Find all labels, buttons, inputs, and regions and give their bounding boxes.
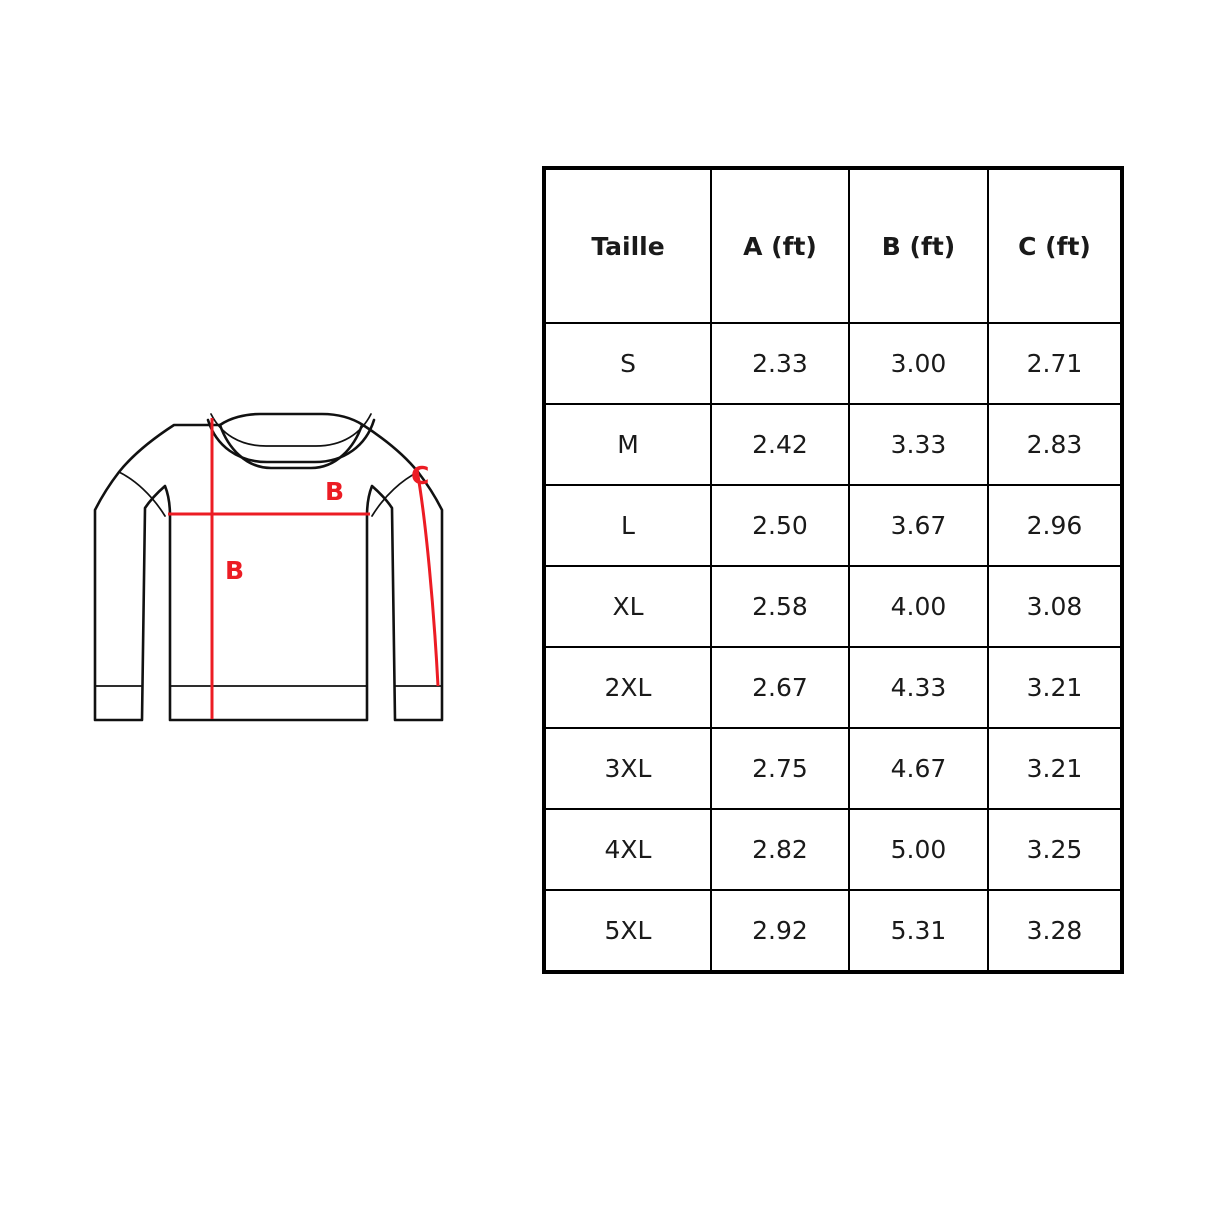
cell-c: 3.21 (987, 727, 1122, 810)
cell-a: 2.50 (710, 484, 850, 567)
cell-a: 2.75 (710, 727, 850, 810)
cell-b: 5.00 (848, 808, 989, 891)
measure-label-sleeve: C (411, 461, 430, 490)
cell-b: 5.31 (848, 889, 989, 972)
cell-b: 4.33 (848, 646, 989, 729)
sweatshirt-body-outline (93, 412, 444, 722)
cell-size: 5XL (544, 889, 712, 972)
table-body: S 2.33 3.00 2.71 M 2.42 3.33 2.83 L 2.50 3.67 2.96 X… (544, 322, 1122, 972)
table-row: XL 2.58 4.00 3.08 (544, 565, 1122, 648)
cell-a: 2.42 (710, 403, 850, 486)
cell-c: 2.83 (987, 403, 1122, 486)
size-table-container: Taille A (ft) B (ft) C (ft) S 2.33 3.00 2.7… (542, 166, 1124, 974)
cell-c: 3.08 (987, 565, 1122, 648)
sweatshirt-illustration (93, 412, 444, 722)
table-row: 4XL 2.82 5.00 3.25 (544, 808, 1122, 891)
column-header-c: C (ft) (987, 168, 1122, 324)
cell-b: 4.00 (848, 565, 989, 648)
cell-a: 2.33 (710, 322, 850, 405)
collar-outer (218, 423, 364, 470)
cell-c: 3.25 (987, 808, 1122, 891)
cell-size: S (544, 322, 712, 405)
cell-c: 2.71 (987, 322, 1122, 405)
cell-a: 2.82 (710, 808, 850, 891)
table-row: M 2.42 3.33 2.83 (544, 403, 1122, 486)
cell-size: L (544, 484, 712, 567)
size-chart-table: Taille A (ft) B (ft) C (ft) S 2.33 3.00 2.7… (542, 166, 1124, 974)
right-sleeve-seam (371, 471, 419, 517)
cell-size: 4XL (544, 808, 712, 891)
column-header-b: B (ft) (848, 168, 989, 324)
cell-c: 3.28 (987, 889, 1122, 972)
cell-size: 2XL (544, 646, 712, 729)
measure-line-sleeve (415, 469, 440, 687)
cell-a: 2.92 (710, 889, 850, 972)
cell-a: 2.58 (710, 565, 850, 648)
cell-size: XL (544, 565, 712, 648)
table-row: 5XL 2.92 5.31 3.28 (544, 889, 1122, 972)
measure-label-chest: B (325, 477, 345, 506)
table-header-row: Taille A (ft) B (ft) C (ft) (544, 168, 1122, 324)
collar-inner (206, 418, 376, 464)
garment-diagram (80, 390, 480, 780)
table-row: 3XL 2.75 4.67 3.21 (544, 727, 1122, 810)
left-sleeve-seam (118, 471, 166, 517)
cell-b: 4.67 (848, 727, 989, 810)
column-header-size: Taille (544, 168, 712, 324)
cell-c: 3.21 (987, 646, 1122, 729)
column-header-a: A (ft) (710, 168, 850, 324)
table-header: Taille A (ft) B (ft) C (ft) (544, 168, 1122, 324)
cell-size: M (544, 403, 712, 486)
cell-b: 3.33 (848, 403, 989, 486)
measure-label-length: B (225, 556, 245, 585)
cell-c: 2.96 (987, 484, 1122, 567)
cell-a: 2.67 (710, 646, 850, 729)
cell-b: 3.00 (848, 322, 989, 405)
cell-b: 3.67 (848, 484, 989, 567)
table-row: S 2.33 3.00 2.71 (544, 322, 1122, 405)
collar-opening (210, 413, 372, 447)
cell-size: 3XL (544, 727, 712, 810)
table-row: 2XL 2.67 4.33 3.21 (544, 646, 1122, 729)
table-row: L 2.50 3.67 2.96 (544, 484, 1122, 567)
